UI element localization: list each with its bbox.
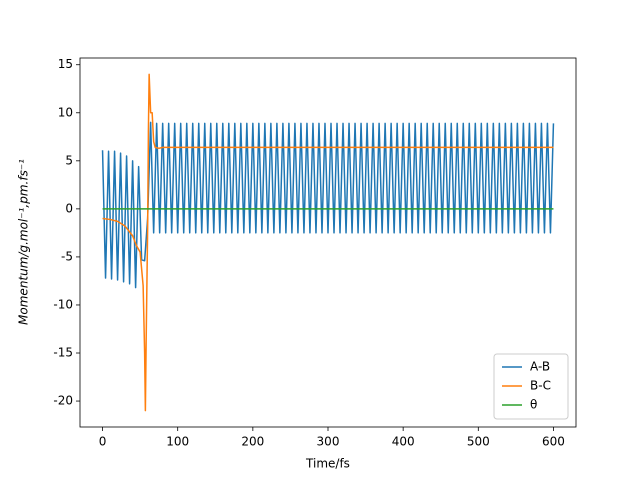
y-tick-label: -10 <box>53 297 73 311</box>
x-tick-label: 200 <box>241 435 264 449</box>
x-tick-label: 300 <box>317 435 340 449</box>
x-tick-label: 500 <box>467 435 490 449</box>
legend-label: B-C <box>530 379 551 393</box>
x-axis-label: Time/fs <box>305 457 350 471</box>
x-tick-label: 0 <box>99 435 107 449</box>
y-tick-label: 5 <box>65 153 73 167</box>
plot-frame <box>79 57 577 428</box>
y-tick-label: -5 <box>61 249 73 263</box>
legend-label: θ <box>530 398 537 412</box>
y-tick-label: -15 <box>53 346 73 360</box>
y-tick-label: 15 <box>58 57 73 71</box>
x-tick-label: 400 <box>392 435 415 449</box>
y-tick-label: 10 <box>58 105 73 119</box>
x-tick-label: 600 <box>542 435 565 449</box>
y-tick-label: 0 <box>65 201 73 215</box>
legend-label: A-B <box>530 360 550 374</box>
x-tick-label: 100 <box>166 435 189 449</box>
legend-box <box>493 353 569 420</box>
y-axis-label: Momentum/g.mol⁻¹,pm.fs⁻¹ <box>17 159 31 325</box>
line-series <box>101 121 555 289</box>
y-tick-label: -20 <box>53 394 73 408</box>
line-series <box>102 73 554 412</box>
